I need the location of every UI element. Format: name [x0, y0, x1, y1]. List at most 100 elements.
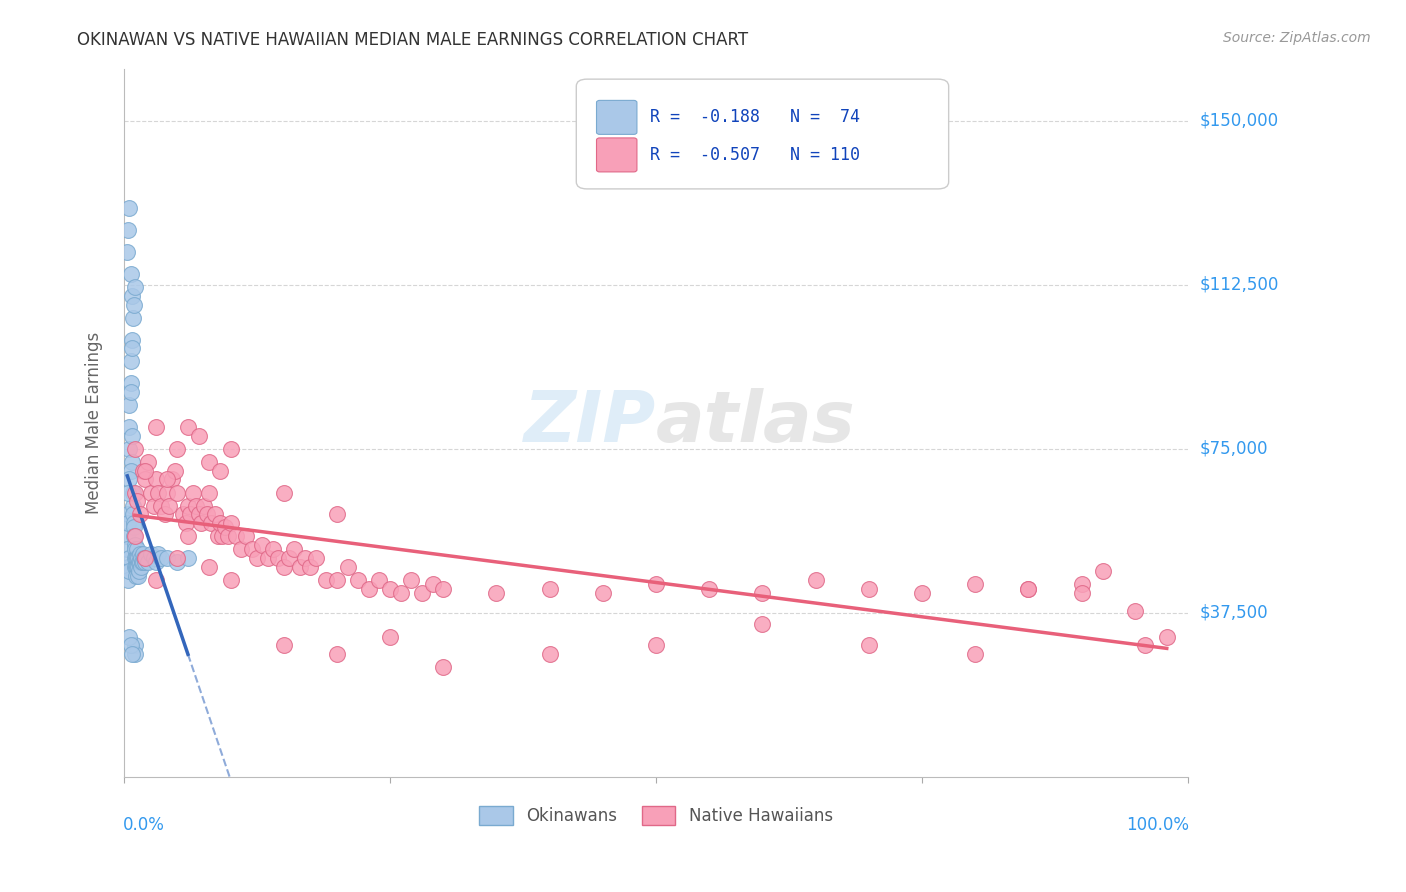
- Point: [181, 485, 204, 500]
- Point: [121, 455, 143, 469]
- Point: [135, 551, 157, 566]
- Point: [422, 577, 444, 591]
- Point: [411, 586, 433, 600]
- Point: [1070, 577, 1092, 591]
- Point: [198, 485, 221, 500]
- Point: [121, 428, 143, 442]
- Point: [128, 564, 150, 578]
- Point: [124, 551, 146, 566]
- Point: [389, 586, 412, 600]
- Point: [288, 559, 311, 574]
- Point: [273, 559, 295, 574]
- Point: [278, 551, 301, 566]
- Point: [217, 529, 239, 543]
- Point: [122, 297, 145, 311]
- Point: [156, 485, 179, 500]
- Point: [127, 559, 149, 574]
- Point: [125, 559, 148, 574]
- Point: [368, 573, 391, 587]
- Point: [193, 499, 215, 513]
- Point: [1156, 630, 1178, 644]
- Point: [225, 529, 247, 543]
- Point: [120, 267, 142, 281]
- Point: [139, 547, 162, 561]
- Point: [240, 542, 263, 557]
- Point: [134, 551, 156, 566]
- Point: [186, 499, 208, 513]
- Point: [117, 559, 139, 574]
- Point: [965, 577, 987, 591]
- Point: [132, 547, 155, 561]
- Point: [187, 508, 209, 522]
- Text: $75,000: $75,000: [1199, 440, 1268, 458]
- Point: [172, 508, 194, 522]
- FancyBboxPatch shape: [576, 79, 949, 189]
- Point: [124, 538, 146, 552]
- Point: [273, 639, 295, 653]
- Point: [645, 577, 668, 591]
- Point: [219, 573, 242, 587]
- Point: [858, 582, 880, 596]
- Point: [198, 559, 221, 574]
- Text: $150,000: $150,000: [1199, 112, 1278, 130]
- Point: [1091, 564, 1114, 578]
- Point: [127, 551, 149, 566]
- Point: [145, 556, 167, 570]
- Point: [145, 472, 167, 486]
- Point: [166, 556, 188, 570]
- Point: [262, 542, 284, 557]
- Point: [134, 472, 156, 486]
- Point: [1017, 582, 1039, 596]
- Point: [121, 310, 143, 325]
- Point: [129, 508, 152, 522]
- Point: [378, 582, 401, 596]
- Point: [134, 556, 156, 570]
- Point: [485, 586, 508, 600]
- Point: [124, 639, 146, 653]
- Point: [432, 582, 454, 596]
- Point: [179, 508, 201, 522]
- Point: [117, 508, 139, 522]
- Text: 100.0%: 100.0%: [1126, 815, 1189, 833]
- FancyBboxPatch shape: [596, 101, 637, 135]
- Point: [401, 573, 423, 587]
- Point: [208, 464, 231, 478]
- Point: [124, 485, 146, 500]
- Point: [121, 485, 143, 500]
- Point: [697, 582, 720, 596]
- Point: [1135, 639, 1157, 653]
- Point: [231, 542, 253, 557]
- Point: [214, 520, 236, 534]
- Point: [124, 647, 146, 661]
- Point: [136, 556, 159, 570]
- Point: [157, 499, 180, 513]
- Point: [125, 542, 148, 557]
- Point: [219, 442, 242, 456]
- Point: [129, 547, 152, 561]
- Point: [219, 516, 242, 530]
- Point: [200, 516, 222, 530]
- Point: [347, 573, 370, 587]
- Point: [121, 508, 143, 522]
- Point: [131, 556, 153, 570]
- Point: [124, 442, 146, 456]
- Point: [538, 647, 561, 661]
- Point: [267, 551, 290, 566]
- Point: [122, 529, 145, 543]
- Point: [120, 464, 142, 478]
- Text: R =  -0.507   N = 110: R = -0.507 N = 110: [650, 146, 859, 164]
- Point: [326, 647, 349, 661]
- Text: atlas: atlas: [657, 388, 856, 457]
- Point: [150, 551, 173, 566]
- Point: [118, 564, 141, 578]
- Point: [336, 559, 359, 574]
- Point: [751, 616, 773, 631]
- Text: $37,500: $37,500: [1199, 604, 1268, 622]
- Point: [326, 573, 349, 587]
- Point: [118, 630, 141, 644]
- Point: [751, 586, 773, 600]
- Point: [1070, 586, 1092, 600]
- Point: [122, 520, 145, 534]
- Point: [911, 586, 934, 600]
- Point: [148, 485, 170, 500]
